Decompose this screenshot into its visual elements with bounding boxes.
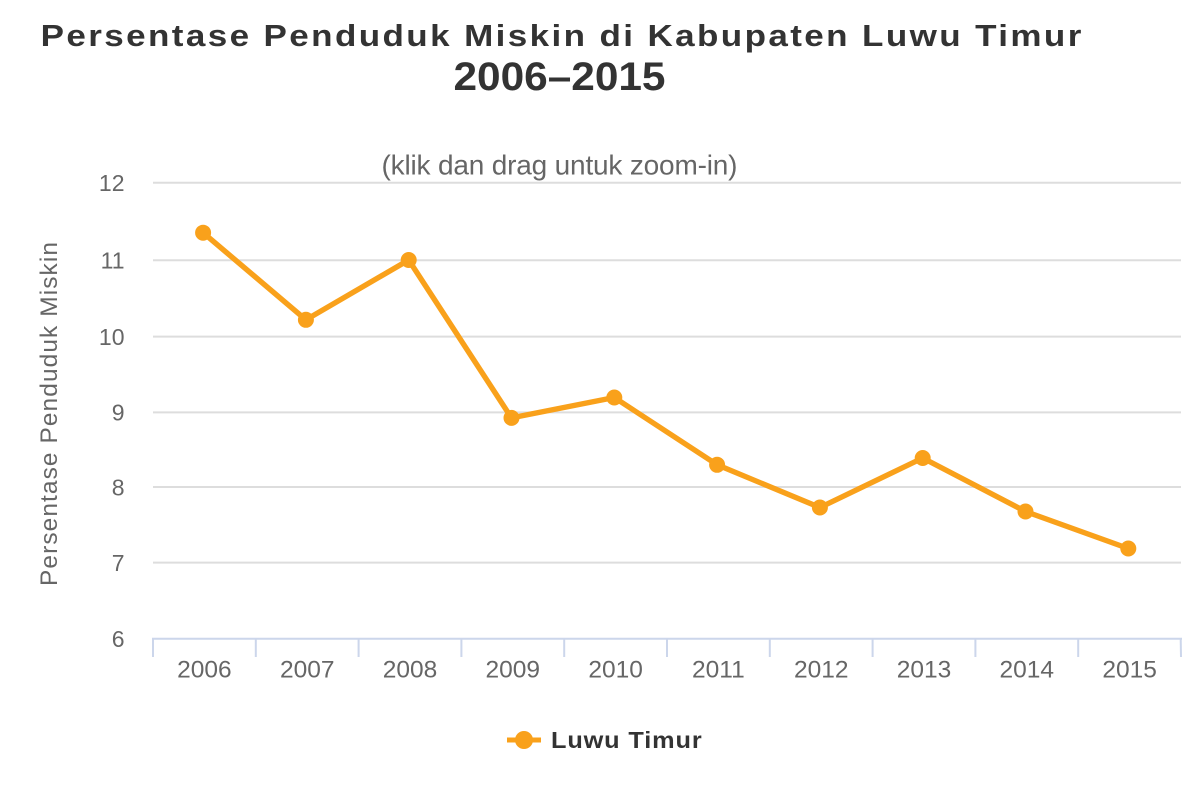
svg-text:2011: 2011 xyxy=(692,657,745,684)
svg-text:2006–2015: 2006–2015 xyxy=(454,54,666,99)
svg-text:2006: 2006 xyxy=(177,657,232,684)
svg-text:2007: 2007 xyxy=(280,657,335,684)
svg-text:2015: 2015 xyxy=(1102,657,1157,684)
svg-text:9: 9 xyxy=(112,400,125,426)
svg-text:2010: 2010 xyxy=(588,657,643,684)
svg-text:Luwu Timur: Luwu Timur xyxy=(551,728,702,754)
svg-text:12: 12 xyxy=(99,170,125,196)
svg-text:2013: 2013 xyxy=(897,657,952,684)
svg-text:Persentase Penduduk Miskin: Persentase Penduduk Miskin xyxy=(36,242,63,586)
svg-text:2009: 2009 xyxy=(486,657,541,684)
svg-text:2008: 2008 xyxy=(383,657,438,684)
svg-text:(klik dan drag untuk zoom-in): (klik dan drag untuk zoom-in) xyxy=(382,149,738,180)
svg-text:7: 7 xyxy=(112,550,125,576)
svg-text:6: 6 xyxy=(112,626,125,652)
svg-text:2012: 2012 xyxy=(794,657,849,684)
svg-text:11: 11 xyxy=(101,248,125,274)
svg-text:2014: 2014 xyxy=(1000,657,1055,684)
svg-text:Persentase Penduduk Miskin di: Persentase Penduduk Miskin di Kabupaten … xyxy=(41,19,1082,54)
svg-text:10: 10 xyxy=(99,324,125,350)
svg-text:8: 8 xyxy=(112,474,125,500)
